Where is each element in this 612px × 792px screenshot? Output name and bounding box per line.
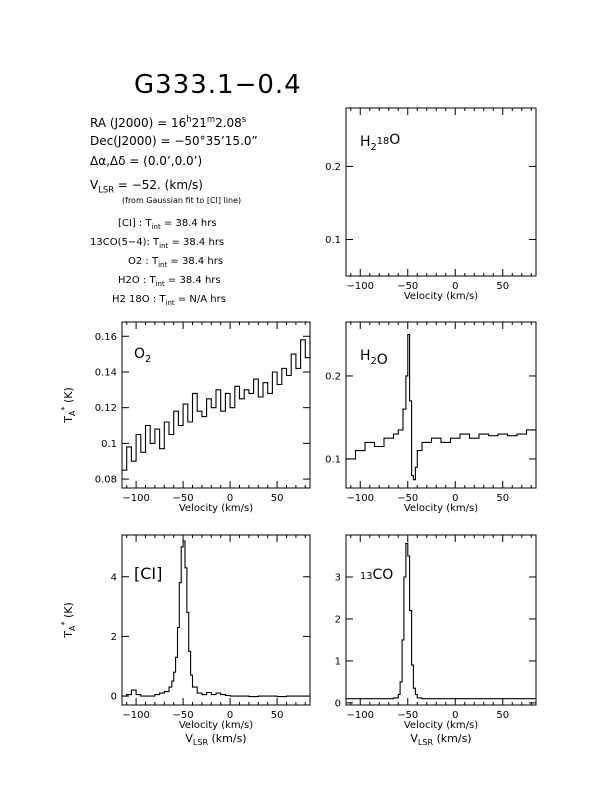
- spectrum-line-CI: [122, 540, 310, 698]
- tint-line: H2O: [118, 275, 140, 286]
- x-tick-label: −50: [397, 493, 418, 504]
- tint-line: H2 18O: [112, 294, 150, 305]
- x-tick-label: −50: [397, 710, 418, 721]
- ra-label: RA (J2000): [90, 116, 154, 130]
- x-tick-label: 0: [227, 493, 233, 504]
- x-tick-label: −100: [122, 493, 149, 504]
- tint-line: 13CO(5−4): [90, 237, 147, 248]
- panel-frame-CI: [121, 534, 311, 706]
- dec-line: Dec(J2000) = −50°35’15.0”: [90, 134, 258, 148]
- y-axis-label: TA* (K): [60, 387, 77, 424]
- y-tick-label: 2: [111, 632, 117, 643]
- y-tick-label: 0.1: [325, 235, 341, 246]
- tint-value: 38.4 hrs: [179, 275, 221, 286]
- tint-value: 38.4 hrs: [183, 237, 225, 248]
- tint-ci: [CI] : Tint = 38.4 hrs: [118, 218, 217, 231]
- y-tick-label: 3: [335, 572, 341, 583]
- offset-label: Δα,Δδ: [90, 154, 126, 168]
- page-title: G333.1−0.4: [134, 70, 302, 100]
- y-tick-label: 4: [111, 572, 117, 583]
- panel-frame-13CO: [345, 534, 537, 706]
- panel-label-O2: O2: [134, 346, 151, 365]
- vlsr-value: = −52. (km/s): [117, 178, 203, 192]
- y-tick-label: 0.2: [325, 371, 341, 382]
- panel-label-13CO: 13CO: [360, 567, 393, 583]
- x-tick-label: −50: [173, 710, 194, 721]
- y-tick-label: 2: [335, 614, 341, 625]
- x-tick-label: −100: [122, 710, 149, 721]
- y-tick-label: 0.2: [325, 162, 341, 173]
- x-tick-label: 50: [496, 281, 509, 292]
- y-tick-label: 1: [335, 656, 341, 667]
- x-tick-label: 0: [227, 710, 233, 721]
- y-tick-label: 0: [111, 692, 117, 703]
- spectrum-line-13CO: [346, 542, 536, 700]
- vlsr-line: VLSR = −52. (km/s): [90, 178, 203, 194]
- y-tick-label: 0.1: [101, 439, 117, 450]
- y-tick-label: 0.12: [95, 403, 117, 414]
- x-tick-label: −50: [397, 281, 418, 292]
- x-tick-label: −100: [347, 493, 374, 504]
- panel-label-H2O: H2O: [360, 348, 388, 368]
- x-tick-label: 0: [452, 493, 458, 504]
- panel-label-H2_18O: H218O: [360, 132, 400, 153]
- x-tick-label: −100: [347, 281, 374, 292]
- y-tick-label: 0.08: [95, 475, 117, 486]
- x-axis-label: Velocity (km/s): [404, 291, 478, 302]
- offset-line: Δα,Δδ = (0.0’,0.0’): [90, 154, 203, 168]
- tint-h218o: H2 18O : Tint = N/A hrs: [112, 294, 226, 307]
- vlsr-sub: LSR: [98, 184, 115, 195]
- ra-line: RA (J2000) = 16h21m2.08s: [90, 114, 247, 130]
- y-tick-label: 0.16: [95, 332, 117, 343]
- tint-value: 38.4 hrs: [181, 256, 224, 267]
- panel-frame-H2O: [345, 321, 537, 489]
- ra-m: 21: [191, 116, 207, 130]
- tint-value: 38.4 hrs: [175, 218, 217, 229]
- x-tick-label: 0: [452, 281, 458, 292]
- x-axis-label: Velocity (km/s): [179, 720, 253, 731]
- x-axis-label-vlsr: VLSR (km/s): [410, 732, 471, 747]
- tint-13co: 13CO(5−4): Tint = 38.4 hrs: [90, 237, 225, 250]
- x-axis-label: Velocity (km/s): [404, 503, 478, 514]
- tint-value: N/A hrs: [189, 294, 226, 305]
- panel-label-CI: [CI]: [134, 564, 162, 583]
- ra-h: 16: [171, 116, 187, 130]
- spectrum-line-O2: [122, 336, 311, 471]
- tint-o2: O2 : Tint = 38.4 hrs: [128, 256, 224, 269]
- x-tick-label: −100: [347, 710, 374, 721]
- x-tick-label: 50: [271, 493, 284, 504]
- vlsr-note: (from Gaussian fit to [CI] line): [122, 196, 242, 205]
- x-tick-label: 50: [496, 710, 509, 721]
- spectrum-line-H2O: [346, 333, 537, 481]
- x-tick-label: 50: [271, 710, 284, 721]
- x-tick-label: 0: [452, 710, 458, 721]
- vlsr-label: V: [90, 178, 99, 192]
- x-tick-label: 50: [496, 493, 509, 504]
- x-axis-label-vlsr: VLSR (km/s): [185, 732, 246, 747]
- y-tick-label: 0: [335, 698, 341, 709]
- x-axis-label: Velocity (km/s): [179, 503, 253, 514]
- panel-frame-H2_18O: [345, 107, 537, 277]
- panel-frame-O2: [121, 321, 311, 489]
- x-axis-label: Velocity (km/s): [404, 720, 478, 731]
- dec-label: Dec(J2000): [90, 134, 157, 148]
- tint-line: [CI]: [118, 218, 136, 229]
- y-tick-label: 0.14: [95, 367, 117, 378]
- y-axis-label: TA* (K): [60, 602, 77, 639]
- ra-s: 2.08: [215, 116, 242, 130]
- tint-h2o: H2O : Tint = 38.4 hrs: [118, 275, 221, 288]
- dec-value: −50°35’15.0”: [174, 134, 258, 148]
- y-tick-label: 0.1: [325, 454, 341, 465]
- offset-value: (0.0’,0.0’): [143, 154, 203, 168]
- tint-line: O2: [128, 256, 143, 267]
- x-tick-label: −50: [173, 493, 194, 504]
